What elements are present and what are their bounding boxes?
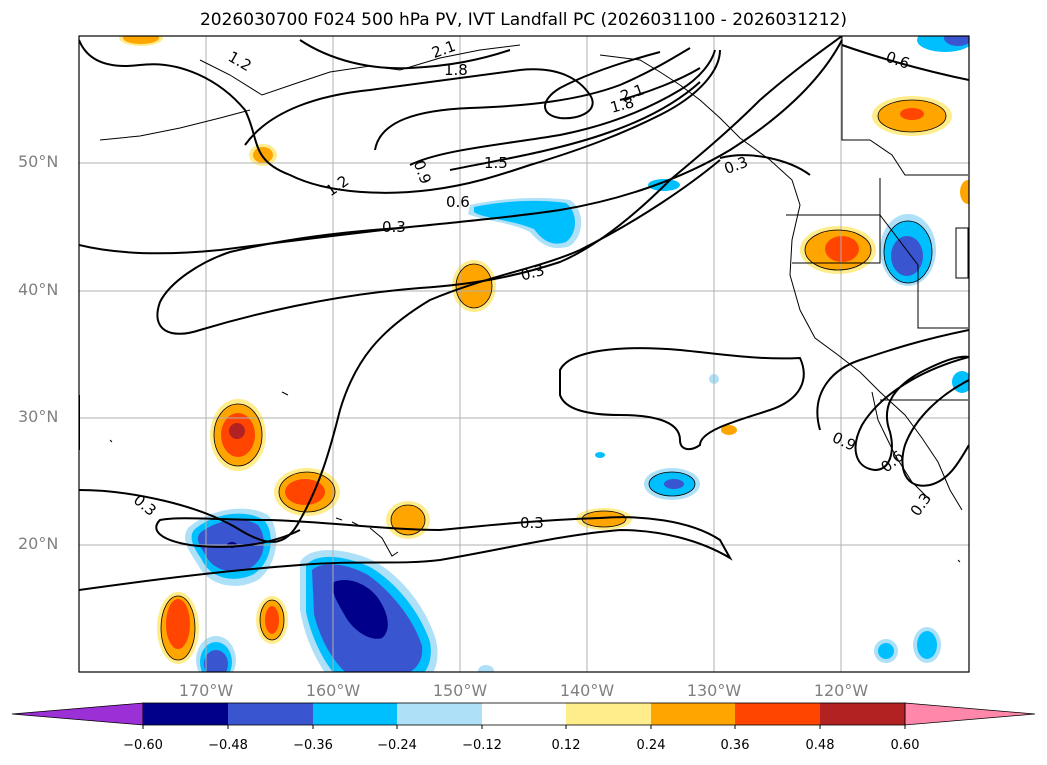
contour-label: 1.8: [608, 93, 636, 117]
contour-label: 0.6: [883, 48, 912, 73]
contour-label: 0.3: [519, 261, 547, 285]
shading-positive: [119, 36, 969, 664]
colorbar-tick-label: −0.24: [377, 738, 417, 753]
lon-label: 130°W: [686, 681, 742, 700]
lon-label: 120°W: [813, 681, 869, 700]
map-area: 1.2 2.1 1.8 2.1 1.8 0.6 1.2 0.9 1.5 0.6 …: [79, 36, 969, 672]
contour-label: 1.2: [322, 172, 352, 200]
lon-label: 150°W: [432, 681, 488, 700]
colorbar-tick-label: 0.24: [636, 738, 666, 753]
contour-label: 1.2: [225, 48, 255, 76]
colorbar-tick-label: −0.60: [123, 738, 163, 753]
lon-label: 170°W: [178, 681, 234, 700]
lat-label: 30°N: [18, 407, 59, 426]
coastlines: [99, 36, 969, 563]
contour-label: 0.9: [829, 428, 858, 454]
colorbar-tick-label: 0.60: [890, 738, 920, 753]
lon-label: 140°W: [559, 681, 615, 700]
lat-label: 20°N: [18, 534, 59, 553]
colorbar-tick-label: −0.36: [293, 738, 333, 753]
shading-negative: [185, 36, 969, 672]
contour-label: 0.3: [382, 218, 406, 236]
colorbar: [11, 702, 1036, 729]
lat-label: 50°N: [18, 152, 59, 171]
contour-label: 1.5: [484, 154, 508, 172]
map-title: 2026030700 F024 500 hPa PV, IVT Landfall…: [199, 10, 847, 30]
contour-label: 0.3: [520, 514, 544, 532]
contour-label: 2.1: [429, 37, 458, 62]
lat-label: 40°N: [18, 280, 59, 299]
outline-contours: [160, 99, 947, 661]
colorbar-tick-label: 0.12: [551, 738, 581, 753]
contour-label: 0.3: [907, 490, 935, 520]
colorbar-tick-label: −0.48: [208, 738, 248, 753]
contour-label: 1.8: [444, 61, 468, 79]
colorbar-tick-label: −0.12: [462, 738, 502, 753]
colorbar-tick-label: 0.36: [720, 738, 750, 753]
pv-contours: [79, 36, 969, 591]
contour-label: 0.9: [410, 158, 435, 187]
colorbar-tick-label: 0.48: [805, 738, 835, 753]
contour-label: 0.6: [446, 193, 470, 211]
map-frame: [78, 35, 970, 673]
lon-label: 160°W: [305, 681, 361, 700]
